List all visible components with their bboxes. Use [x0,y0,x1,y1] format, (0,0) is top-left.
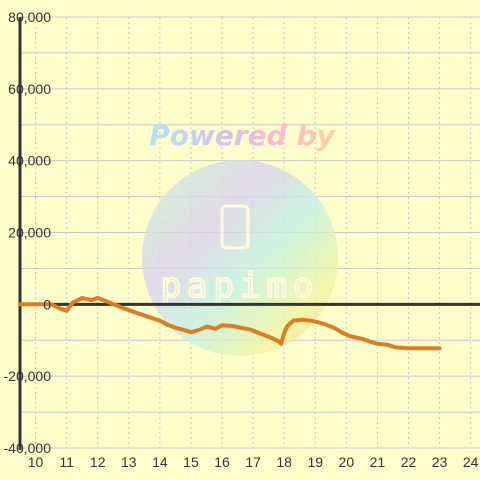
x-tick-label: 21 [370,454,386,470]
phone-icon [220,204,250,250]
y-tick-label: 0 [43,296,51,312]
x-tick-label: 12 [90,454,106,470]
x-tick-label: 15 [183,454,199,470]
watermark-disc [142,160,338,356]
x-tick-label: 11 [59,454,74,470]
x-tick-label: 10 [28,454,44,470]
series-line [18,295,442,351]
x-tick-label: 13 [121,454,137,470]
x-tick-label: 16 [214,454,230,470]
y-tick-label: -20,000 [4,368,52,384]
y-tick-label: -40,000 [4,440,52,456]
axes [18,17,480,450]
x-tick-label: 19 [307,454,323,470]
x-tick-label: 23 [432,454,448,470]
x-tick-label: 14 [152,454,168,470]
series [18,295,442,351]
y-tick-label: 80,000 [8,9,51,25]
x-tick-label: 24 [463,454,479,470]
y-tick-label: 60,000 [8,81,51,97]
y-tick-label: 40,000 [8,153,51,169]
watermark: Powered by papimo [142,119,338,356]
y-tick-label: 20,000 [8,225,51,241]
x-tick-label: 22 [401,454,417,470]
x-tick-label: 17 [245,454,261,470]
watermark-text: Powered by [149,119,336,152]
x-tick-label: 20 [339,454,355,470]
x-tick-label: 18 [276,454,292,470]
watermark-logo-text: papimo [161,266,320,306]
tick-labels: 80,00060,00040,00020,0000-20,000-40,0001… [4,9,479,470]
